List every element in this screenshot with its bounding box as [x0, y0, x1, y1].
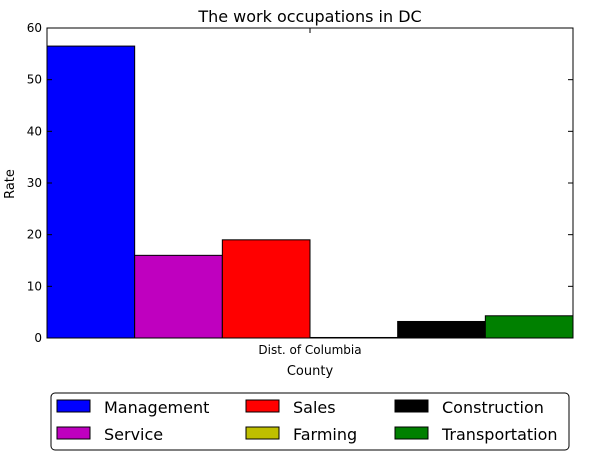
- y-axis-label: Rate: [3, 169, 18, 199]
- x-axis-label: County: [287, 364, 334, 379]
- bar-management: [46, 45, 136, 339]
- legend-box: [50, 392, 570, 451]
- legend-label-service: Service: [104, 425, 163, 444]
- legend-swatch-construction: [394, 399, 429, 413]
- legend-swatch-service: [56, 426, 91, 440]
- legend-label-transportation: Transportation: [441, 425, 558, 444]
- y-tick-label: 60: [27, 21, 42, 35]
- y-tick-label: 30: [27, 176, 42, 190]
- y-tick-label: 20: [27, 228, 42, 242]
- legend-swatch-transportation: [394, 426, 429, 440]
- legend-label-sales: Sales: [293, 398, 336, 417]
- x-tick-label: Dist. of Columbia: [258, 343, 361, 357]
- legend-label-farming: Farming: [293, 425, 357, 444]
- bar-transportation: [484, 315, 574, 339]
- legend-swatch-management: [56, 399, 91, 413]
- bar-construction: [397, 320, 486, 339]
- legend-swatch-farming: [245, 426, 280, 440]
- legend-label-construction: Construction: [442, 398, 544, 417]
- legend-label-management: Management: [104, 398, 209, 417]
- chart-title: The work occupations in DC: [197, 7, 421, 26]
- legend-swatch-sales: [245, 399, 280, 413]
- y-tick-label: 10: [27, 279, 42, 293]
- bar-service: [134, 254, 223, 339]
- y-tick-label: 40: [27, 124, 42, 138]
- plot-area: 0 10 20 30 40 50 60 Dist. of Columbia: [27, 21, 574, 357]
- y-tick-label: 50: [27, 73, 42, 87]
- legend: Management Service Sales Farming Constructio…: [50, 392, 570, 451]
- bar-sales: [221, 239, 311, 339]
- y-tick-label: 0: [34, 331, 42, 345]
